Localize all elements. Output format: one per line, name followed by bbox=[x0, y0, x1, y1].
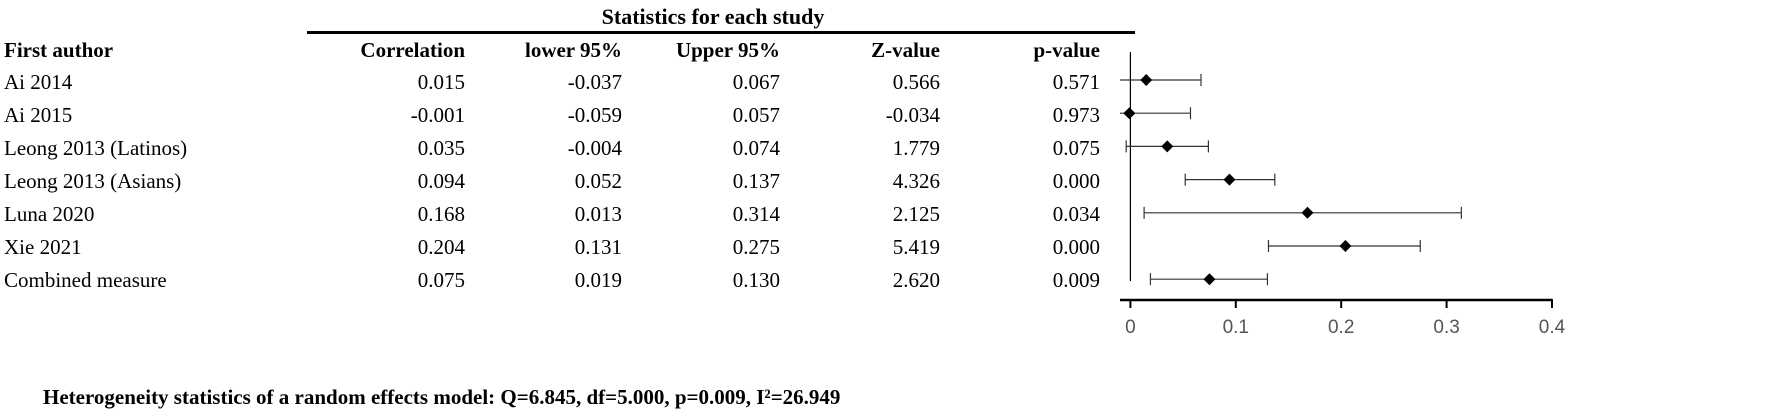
point-marker bbox=[1339, 240, 1352, 252]
point-marker bbox=[1123, 107, 1136, 120]
cell-z: 2.620 bbox=[892, 268, 940, 292]
cell-upper: 0.314 bbox=[732, 202, 780, 226]
table-row: Leong 2013 (Asians) 0.094 0.052 0.137 4.… bbox=[0, 169, 1110, 199]
cell-lower: 0.019 bbox=[574, 268, 622, 292]
cell-author: Ai 2014 bbox=[4, 70, 73, 94]
cell-upper: 0.137 bbox=[732, 169, 780, 193]
table-row: Leong 2013 (Latinos) 0.035 -0.004 0.074 … bbox=[0, 136, 1110, 166]
table-row: Luna 2020 0.168 0.013 0.314 2.125 0.034 bbox=[0, 202, 1110, 232]
x-tick-label: 0.1 bbox=[1223, 317, 1249, 338]
header-upper-95: Upper 95% bbox=[675, 38, 780, 62]
table-row: Combined measure 0.075 0.019 0.130 2.620… bbox=[0, 268, 1110, 298]
x-tick-label: 0 bbox=[1125, 317, 1136, 338]
cell-z: 2.125 bbox=[892, 202, 940, 226]
cell-correlation: 0.094 bbox=[417, 169, 465, 193]
cell-p: 0.075 bbox=[1052, 136, 1100, 160]
group-rule bbox=[307, 31, 1135, 34]
cell-p: 0.571 bbox=[1052, 70, 1100, 94]
cell-z: 0.566 bbox=[892, 70, 940, 94]
cell-z: 1.779 bbox=[892, 136, 940, 160]
cell-correlation: 0.168 bbox=[417, 202, 465, 226]
cell-correlation: 0.075 bbox=[417, 268, 465, 292]
cell-p: 0.973 bbox=[1052, 103, 1100, 127]
x-tick-label: 0.4 bbox=[1539, 317, 1566, 338]
cell-lower: -0.037 bbox=[567, 70, 622, 94]
group-title: Statistics for each study bbox=[601, 4, 825, 29]
cell-z: 5.419 bbox=[892, 235, 940, 259]
cell-author: Ai 2015 bbox=[4, 103, 73, 127]
point-marker bbox=[1161, 140, 1174, 153]
cell-lower: 0.131 bbox=[574, 235, 622, 259]
cell-lower: 0.013 bbox=[574, 202, 622, 226]
cell-upper: 0.067 bbox=[732, 70, 780, 94]
cell-correlation: 0.204 bbox=[417, 235, 465, 259]
cell-upper: 0.074 bbox=[732, 136, 780, 160]
heterogeneity-statistics: Heterogeneity statistics of a random eff… bbox=[43, 385, 841, 409]
cell-upper: 0.130 bbox=[732, 268, 780, 292]
cell-p: 0.000 bbox=[1052, 235, 1100, 259]
cell-correlation: 0.015 bbox=[417, 70, 465, 94]
table-row: Ai 2015 -0.001 -0.059 0.057 -0.034 0.973 bbox=[0, 103, 1110, 133]
header-first-author: First author bbox=[4, 38, 114, 62]
header-lower-95: lower 95% bbox=[524, 38, 622, 62]
cell-lower: 0.052 bbox=[574, 169, 622, 193]
cell-upper: 0.057 bbox=[732, 103, 780, 127]
cell-author: Leong 2013 (Asians) bbox=[4, 169, 182, 193]
cell-upper: 0.275 bbox=[732, 235, 780, 259]
cell-author: Combined measure bbox=[4, 268, 167, 292]
cell-z: -0.034 bbox=[885, 103, 940, 127]
cell-p: 0.000 bbox=[1052, 169, 1100, 193]
cell-correlation: 0.035 bbox=[417, 136, 465, 160]
x-tick-label: 0.2 bbox=[1328, 317, 1354, 338]
cell-lower: -0.004 bbox=[567, 136, 622, 160]
cell-p: 0.034 bbox=[1052, 202, 1100, 226]
cell-correlation: -0.001 bbox=[410, 103, 465, 127]
header-correlation: Correlation bbox=[360, 38, 465, 62]
table-row: Xie 2021 0.204 0.131 0.275 5.419 0.000 bbox=[0, 235, 1110, 265]
point-marker bbox=[1223, 173, 1236, 186]
cell-lower: -0.059 bbox=[567, 103, 622, 127]
point-marker bbox=[1203, 273, 1216, 286]
header-z-value: Z-value bbox=[871, 38, 940, 62]
point-marker bbox=[1140, 74, 1153, 86]
cell-author: Xie 2021 bbox=[4, 235, 82, 259]
cell-author: Leong 2013 (Latinos) bbox=[4, 136, 188, 160]
cell-z: 4.326 bbox=[892, 169, 940, 193]
point-marker bbox=[1301, 206, 1314, 219]
forest-plot: -0.100.10.20.30.4 bbox=[1120, 52, 1566, 338]
cell-author: Luna 2020 bbox=[4, 202, 95, 226]
table-row: Ai 2014 0.015 -0.037 0.067 0.566 0.571 bbox=[0, 70, 1110, 100]
cell-p: 0.009 bbox=[1052, 268, 1100, 292]
x-tick-label: 0.3 bbox=[1433, 317, 1459, 338]
header-p-value: p-value bbox=[1033, 38, 1100, 62]
